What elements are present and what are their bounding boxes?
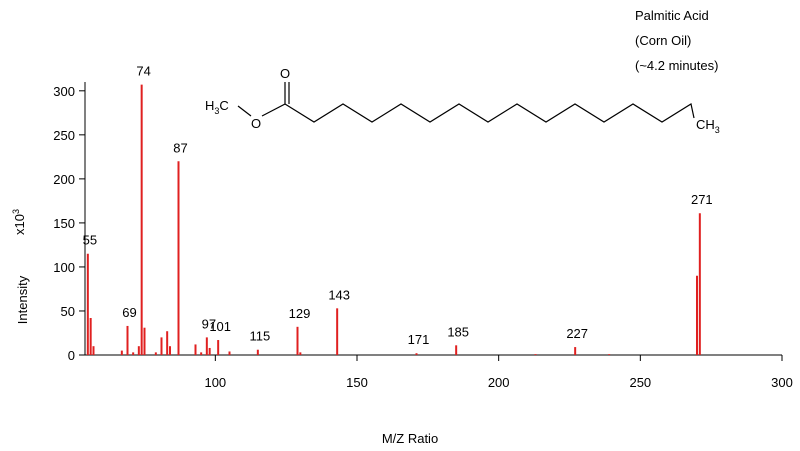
peak-label: 87 <box>173 140 187 155</box>
atom: H <box>205 98 214 113</box>
x-axis-label: M/Z Ratio <box>382 431 438 446</box>
x-tick-label: 300 <box>771 375 793 390</box>
molecule-label: O <box>251 116 261 131</box>
x-tick-label: 200 <box>488 375 510 390</box>
peak-label: 129 <box>289 306 311 321</box>
peak-label: 55 <box>83 233 97 248</box>
atom-subscript: 3 <box>715 125 720 135</box>
peak-label: 227 <box>566 326 588 341</box>
peak-label: 185 <box>447 324 469 339</box>
y-tick-label: 100 <box>53 260 75 275</box>
peak-label: 143 <box>328 287 350 302</box>
molecule: H3C O O CH3 <box>205 66 720 135</box>
y-unit-exponent: 3 <box>11 209 21 214</box>
peak-label: 115 <box>249 329 270 344</box>
x-tick-label: 150 <box>346 375 368 390</box>
y-tick-label: 50 <box>61 304 75 319</box>
y-tick-label: 200 <box>53 172 75 187</box>
x-tick-label: 250 <box>629 375 651 390</box>
atom-subscript: 3 <box>214 106 219 116</box>
peak-label: 271 <box>691 192 713 207</box>
atom: C <box>219 98 228 113</box>
y-tick-label: 150 <box>53 216 75 231</box>
y-tick-label: 300 <box>53 84 75 99</box>
molecule-label: O <box>280 66 290 81</box>
atom: CH <box>696 117 715 132</box>
y-axis-label: Intensity <box>15 275 30 324</box>
peak-label: 74 <box>136 64 150 79</box>
bond <box>284 103 695 123</box>
annotation: Palmitic Acid <box>635 8 709 23</box>
peak-label: 171 <box>408 332 430 347</box>
annotation: (~4.2 minutes) <box>635 58 718 73</box>
peak-label: 69 <box>122 305 136 320</box>
y-tick-label: 0 <box>68 348 75 363</box>
y-unit: x103 <box>11 209 27 235</box>
annotation: (Corn Oil) <box>635 33 691 48</box>
peak-label: 97 <box>202 316 216 331</box>
peak-label: 101 <box>209 319 231 334</box>
molecule-label: H3C <box>205 98 229 116</box>
molecule-label: CH3 <box>696 117 720 135</box>
bond <box>237 82 290 117</box>
y-unit-base: x10 <box>12 214 27 235</box>
y-tick-label: 250 <box>53 128 75 143</box>
x-tick-label: 100 <box>204 375 226 390</box>
